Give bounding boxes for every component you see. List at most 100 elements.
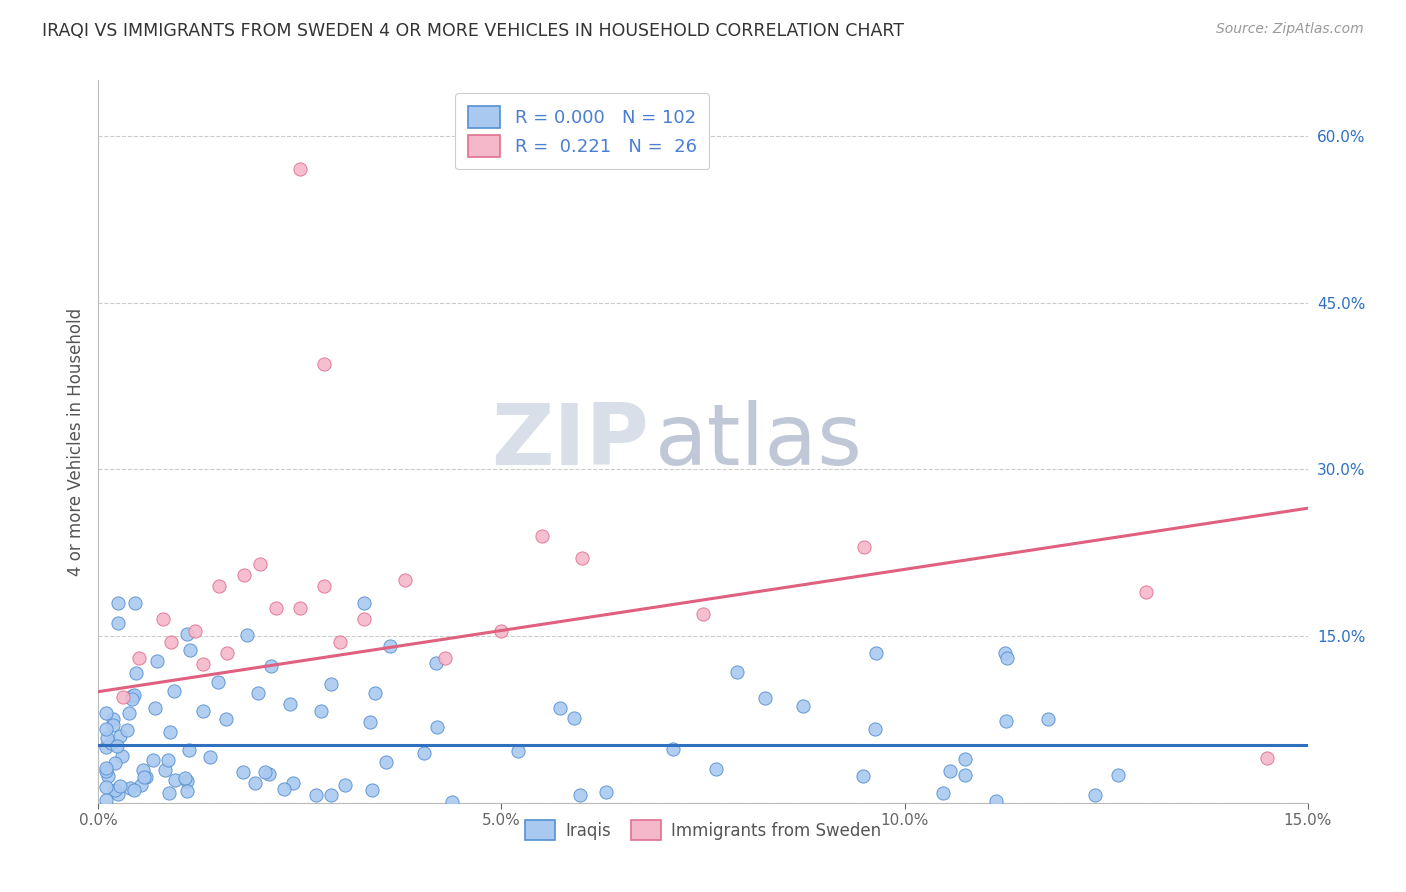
Point [288, 601, 311, 615]
Point [264, 601, 287, 615]
Point [179, 643, 201, 657]
Text: ZIP: ZIP [491, 400, 648, 483]
Point [375, 756, 398, 770]
Point [129, 778, 152, 792]
Point [96, 722, 118, 736]
Point [232, 765, 254, 780]
Point [117, 723, 139, 737]
Point [938, 764, 960, 778]
Point [253, 765, 276, 780]
Point [319, 677, 342, 691]
Point [273, 781, 295, 796]
Point [247, 686, 270, 700]
Point [562, 711, 585, 725]
Point [792, 699, 814, 714]
Point [96, 731, 118, 745]
Point [236, 627, 259, 641]
Point [426, 720, 449, 734]
Point [107, 616, 129, 631]
Point [111, 690, 134, 705]
Point [309, 704, 332, 718]
Point [364, 686, 387, 700]
Point [96, 739, 118, 754]
Point [184, 624, 207, 638]
Point [994, 714, 1017, 729]
Point [176, 627, 198, 641]
Point [1135, 584, 1157, 599]
Point [176, 773, 198, 788]
Point [984, 794, 1007, 808]
Point [100, 736, 122, 750]
Point [96, 761, 118, 775]
Point [955, 768, 977, 782]
Point [995, 650, 1018, 665]
Point [104, 783, 127, 797]
Point [198, 749, 221, 764]
Point [754, 690, 776, 705]
Point [413, 746, 436, 760]
Point [107, 787, 129, 801]
Point [96, 780, 118, 794]
Point [953, 752, 976, 766]
Point [208, 579, 231, 593]
Point [159, 786, 181, 800]
Point [506, 744, 529, 758]
Point [249, 557, 271, 571]
Point [932, 786, 955, 800]
Y-axis label: 4 or more Vehicles in Household: 4 or more Vehicles in Household [66, 308, 84, 575]
Point [153, 763, 176, 777]
Point [851, 769, 873, 783]
Point [120, 781, 142, 796]
Point [121, 692, 143, 706]
Point [725, 665, 748, 679]
Point [706, 762, 728, 776]
Point [131, 763, 153, 777]
Point [568, 789, 591, 803]
Point [425, 657, 447, 671]
Point [105, 739, 128, 753]
Point [207, 675, 229, 690]
Point [1083, 788, 1105, 802]
Point [193, 705, 215, 719]
Point [1038, 712, 1060, 726]
Point [314, 579, 336, 593]
Point [108, 779, 131, 793]
Point [96, 764, 118, 779]
Point [329, 634, 352, 648]
Point [288, 162, 311, 177]
Point [333, 778, 356, 792]
Point [124, 596, 146, 610]
Point [107, 596, 129, 610]
Point [122, 782, 145, 797]
Point [104, 756, 127, 771]
Point [491, 624, 513, 638]
Point [96, 793, 118, 807]
Point [121, 689, 143, 703]
Point [662, 742, 685, 756]
Point [440, 795, 463, 809]
Point [865, 722, 887, 736]
Point [1256, 751, 1278, 765]
Point [434, 651, 457, 665]
Point [595, 784, 617, 798]
Point [143, 700, 166, 714]
Point [257, 767, 280, 781]
Point [305, 788, 328, 802]
Point [125, 666, 148, 681]
Point [215, 712, 238, 726]
Point [394, 574, 416, 588]
Point [314, 357, 336, 371]
Point [163, 684, 186, 698]
Point [193, 657, 215, 671]
Point [994, 646, 1017, 660]
Point [152, 612, 174, 626]
Point [260, 658, 283, 673]
Point [692, 607, 714, 621]
Text: IRAQI VS IMMIGRANTS FROM SWEDEN 4 OR MORE VEHICLES IN HOUSEHOLD CORRELATION CHAR: IRAQI VS IMMIGRANTS FROM SWEDEN 4 OR MOR… [42, 22, 904, 40]
Point [281, 776, 304, 790]
Point [217, 646, 239, 660]
Point [128, 651, 150, 665]
Point [135, 770, 157, 784]
Point [353, 612, 375, 626]
Point [530, 529, 553, 543]
